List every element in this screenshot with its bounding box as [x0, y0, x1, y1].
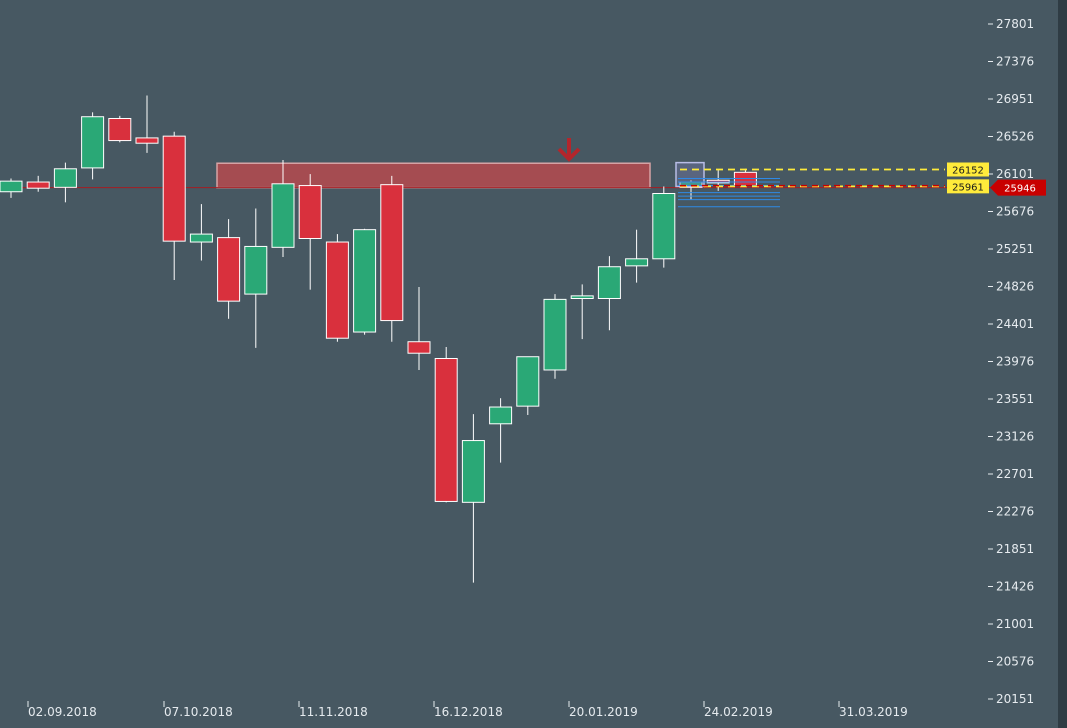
y-tick-label: 27801 [996, 17, 1034, 31]
candle-21[interactable] [543, 294, 567, 379]
y-tick-label: 27376 [996, 55, 1034, 69]
candle-13[interactable] [325, 234, 349, 342]
candle-5[interactable] [108, 115, 132, 143]
y-tick-label: 24826 [996, 280, 1034, 294]
x-tick-label: 24.02.2019 [704, 705, 773, 719]
candle-23[interactable] [597, 256, 621, 331]
candle-24[interactable] [625, 229, 649, 283]
bullish-candle-body [489, 406, 513, 425]
y-tick-label: 26526 [996, 130, 1034, 144]
bullish-candle-body [353, 229, 377, 333]
bearish-candle-body [162, 135, 186, 242]
candle-1[interactable] [0, 178, 23, 198]
bullish-candle-body [625, 258, 649, 267]
bullish-candle-body [0, 180, 23, 193]
y-tick-label: 26101 [996, 167, 1034, 181]
candle-3[interactable] [53, 162, 77, 203]
candle-25[interactable] [652, 186, 676, 268]
candle-11[interactable] [271, 159, 295, 258]
y-tick-label: 23976 [996, 355, 1034, 369]
candle-7[interactable] [162, 131, 186, 280]
y-tick-label: 20576 [996, 655, 1034, 669]
candle-22[interactable] [570, 284, 594, 340]
candle-8[interactable] [189, 204, 213, 261]
x-tick-label: 07.10.2018 [164, 705, 233, 719]
candle-15[interactable] [380, 175, 404, 342]
y-tick-label: 21426 [996, 580, 1034, 594]
y-tick-label: 25251 [996, 242, 1034, 256]
bullish-candle-body [516, 356, 540, 407]
bullish-candle-body [271, 183, 295, 248]
candle-16[interactable] [407, 287, 431, 370]
candle-18[interactable] [461, 414, 485, 583]
candle-19[interactable] [489, 398, 513, 463]
arrow-head [557, 147, 581, 162]
x-tick-label: 31.03.2019 [839, 705, 908, 719]
candle-10[interactable] [244, 208, 268, 348]
bullish-candle-body [597, 266, 621, 299]
current-price-label: 25946 [1004, 184, 1036, 195]
candle-17[interactable] [434, 347, 458, 503]
candle-20[interactable] [516, 356, 540, 415]
level-tag-25961[interactable] [947, 179, 989, 194]
level-tag-label: 26152 [952, 166, 984, 177]
bearish-candle-body [26, 181, 50, 189]
y-tick-label: 20151 [996, 692, 1034, 706]
candle-12[interactable] [298, 174, 322, 290]
bullish-candle-body [244, 245, 268, 295]
x-tick-label: 11.11.2018 [299, 705, 368, 719]
bearish-candle-body [108, 118, 132, 142]
bearish-candle-body [217, 237, 241, 302]
y-tick-label: 21851 [996, 542, 1034, 556]
bearish-candle-body [407, 341, 431, 354]
bullish-candle-body [189, 233, 213, 243]
level-tag-26152[interactable] [947, 162, 989, 177]
current-price-tag[interactable] [990, 179, 1046, 196]
candle-2[interactable] [26, 175, 50, 192]
bearish-candle-body [325, 241, 349, 339]
x-tick-label: 20.01.2019 [569, 705, 638, 719]
y-tick-label: 23126 [996, 430, 1034, 444]
bullish-candle-body [81, 116, 105, 169]
candle-14[interactable] [353, 228, 377, 335]
bullish-candle-body [461, 440, 485, 503]
level-tag-label: 25961 [952, 182, 984, 193]
bearish-candle-body [380, 184, 404, 322]
bullish-candle-body [53, 168, 77, 188]
bullish-candle-body [570, 295, 594, 299]
y-tick-label: 26951 [996, 92, 1034, 106]
candle-4[interactable] [81, 112, 105, 180]
y-tick-label: 22701 [996, 467, 1034, 481]
bullish-candle-body [652, 193, 676, 260]
bearish-candle-body [298, 185, 322, 239]
x-tick-label: 16.12.2018 [434, 705, 503, 719]
bullish-candle-body [543, 298, 567, 371]
bearish-candle-body [135, 137, 159, 144]
y-tick-label: 24401 [996, 317, 1034, 331]
y-tick-label: 25676 [996, 205, 1034, 219]
y-tick-label: 23551 [996, 392, 1034, 406]
down-arrow-icon [557, 138, 581, 162]
candle-9[interactable] [217, 219, 241, 319]
x-tick-label: 02.09.2018 [28, 705, 97, 719]
right-edge-bar [1058, 0, 1067, 728]
bearish-candle-body [434, 358, 458, 502]
selection-box[interactable] [675, 161, 705, 188]
y-tick-label: 22276 [996, 505, 1034, 519]
y-tick-label: 21001 [996, 617, 1034, 631]
candle-6[interactable] [135, 95, 159, 153]
